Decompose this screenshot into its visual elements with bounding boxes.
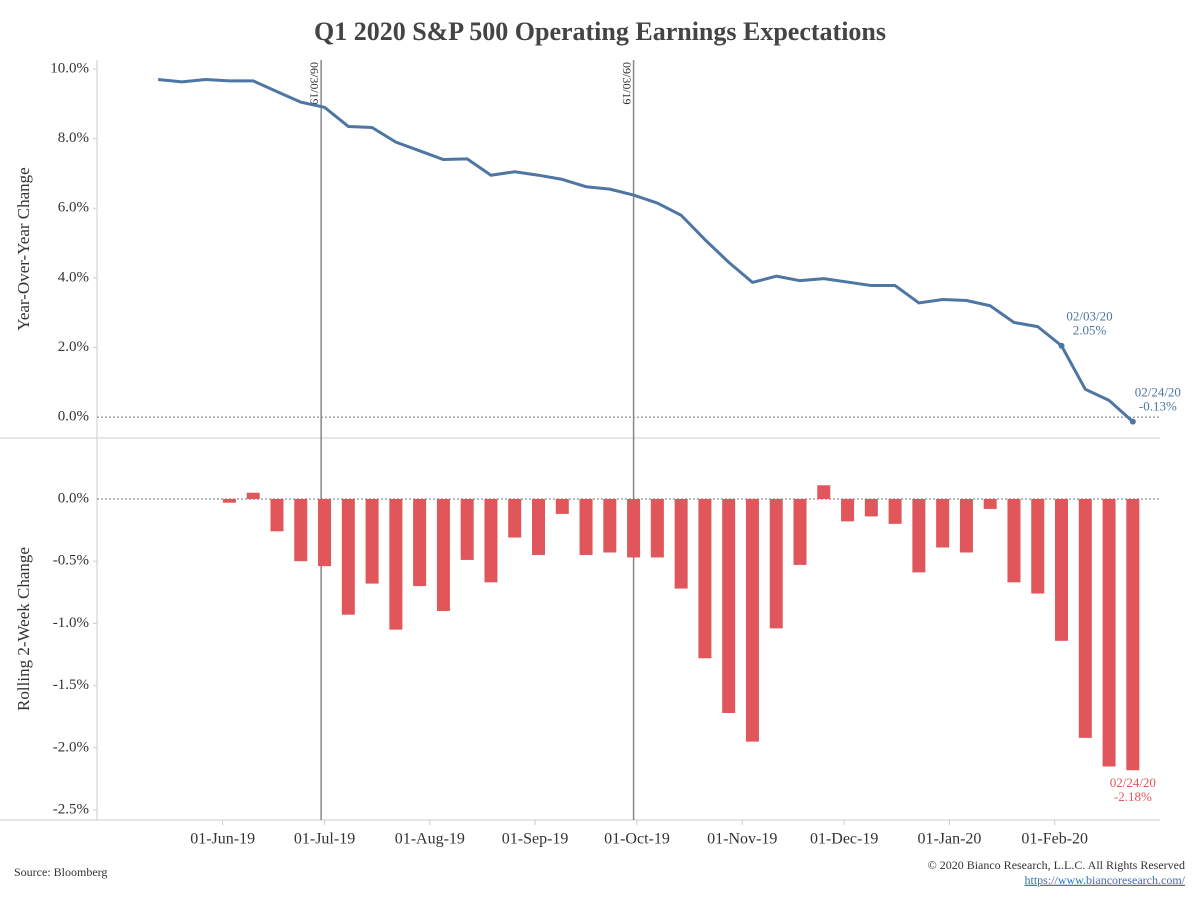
bar bbox=[436, 498, 450, 611]
bar bbox=[270, 498, 284, 532]
x-tick-label: 01-Nov-19 bbox=[707, 831, 777, 848]
bar bbox=[294, 498, 308, 562]
bar bbox=[983, 498, 997, 509]
line-series bbox=[157, 77, 1134, 423]
annotation-value: -0.13% bbox=[1139, 399, 1177, 414]
bar bbox=[912, 498, 926, 573]
bar bbox=[413, 498, 427, 587]
bar bbox=[698, 498, 712, 659]
annotation-marker bbox=[1129, 418, 1136, 425]
y-tick-label: 2.0% bbox=[58, 339, 89, 355]
x-tick-label: 01-Dec-19 bbox=[810, 831, 878, 848]
bar bbox=[246, 492, 260, 499]
bar bbox=[603, 498, 617, 553]
y-tick-label: -2.0% bbox=[53, 739, 89, 755]
annotation-value: -2.18% bbox=[1114, 789, 1152, 804]
bar bbox=[1078, 498, 1092, 738]
bar bbox=[341, 498, 355, 615]
bar bbox=[769, 498, 783, 629]
bar bbox=[484, 498, 498, 583]
y-tick-label: -1.0% bbox=[53, 615, 89, 631]
bar bbox=[318, 498, 332, 567]
bar bbox=[959, 498, 973, 553]
bar bbox=[1031, 498, 1045, 594]
bar bbox=[1126, 498, 1140, 771]
annotation-date: 02/03/20 bbox=[1066, 309, 1112, 324]
bar bbox=[555, 498, 569, 514]
bar bbox=[936, 498, 950, 548]
annotation-marker bbox=[1058, 342, 1065, 349]
y-tick-label: 4.0% bbox=[58, 269, 89, 285]
y-tick-label: 6.0% bbox=[58, 200, 89, 216]
x-tick-label: 01-Feb-20 bbox=[1021, 831, 1088, 848]
y-tick-label: 0.0% bbox=[58, 490, 89, 506]
y-axis-label: Year-Over-Year Change bbox=[14, 167, 33, 330]
x-tick-label: 01-Jan-20 bbox=[917, 831, 981, 848]
y-axis-label: Rolling 2-Week Change bbox=[14, 547, 33, 711]
chart-title: Q1 2020 S&P 500 Operating Earnings Expec… bbox=[314, 17, 886, 46]
x-tick-label: 01-Sep-19 bbox=[502, 831, 569, 848]
url[interactable]: https://www.biancoresearch.com/ bbox=[1024, 873, 1185, 887]
bar bbox=[579, 498, 593, 555]
bar bbox=[389, 498, 403, 630]
y-tick-label: -0.5% bbox=[53, 553, 89, 569]
annotation-date: 02/24/20 bbox=[1135, 385, 1181, 400]
credit: © 2020 Bianco Research, L.L.C. All Right… bbox=[928, 858, 1185, 872]
bar bbox=[650, 498, 664, 558]
reference-label: 06/30/19 bbox=[307, 62, 321, 105]
bar bbox=[888, 498, 902, 524]
bar bbox=[674, 498, 688, 589]
source: Source: Bloomberg bbox=[14, 865, 107, 879]
bar bbox=[1055, 498, 1069, 641]
bar bbox=[1102, 498, 1116, 767]
bar bbox=[864, 498, 878, 517]
bar bbox=[460, 498, 474, 560]
x-tick-label: 01-Jul-19 bbox=[294, 831, 355, 848]
y-tick-label: 10.0% bbox=[50, 60, 89, 76]
bar bbox=[722, 498, 736, 713]
bar bbox=[817, 485, 831, 499]
bar bbox=[222, 498, 236, 503]
bar bbox=[841, 498, 855, 522]
bar bbox=[793, 498, 807, 565]
annotation-value: 2.05% bbox=[1073, 323, 1107, 338]
y-tick-label: 8.0% bbox=[58, 130, 89, 146]
y-tick-label: 0.0% bbox=[58, 409, 89, 425]
x-tick-label: 01-Oct-19 bbox=[604, 831, 670, 848]
bar bbox=[1007, 498, 1021, 583]
y-tick-label: -2.5% bbox=[53, 801, 89, 817]
x-tick-label: 01-Aug-19 bbox=[395, 831, 465, 848]
bar bbox=[365, 498, 379, 584]
bar bbox=[532, 498, 546, 555]
x-tick-label: 01-Jun-19 bbox=[190, 831, 255, 848]
bar bbox=[627, 498, 641, 558]
reference-label: 09/30/19 bbox=[620, 62, 634, 105]
bar bbox=[508, 498, 522, 538]
y-tick-label: -1.5% bbox=[53, 677, 89, 693]
bar bbox=[745, 498, 759, 742]
annotation-date: 02/24/20 bbox=[1110, 775, 1156, 790]
